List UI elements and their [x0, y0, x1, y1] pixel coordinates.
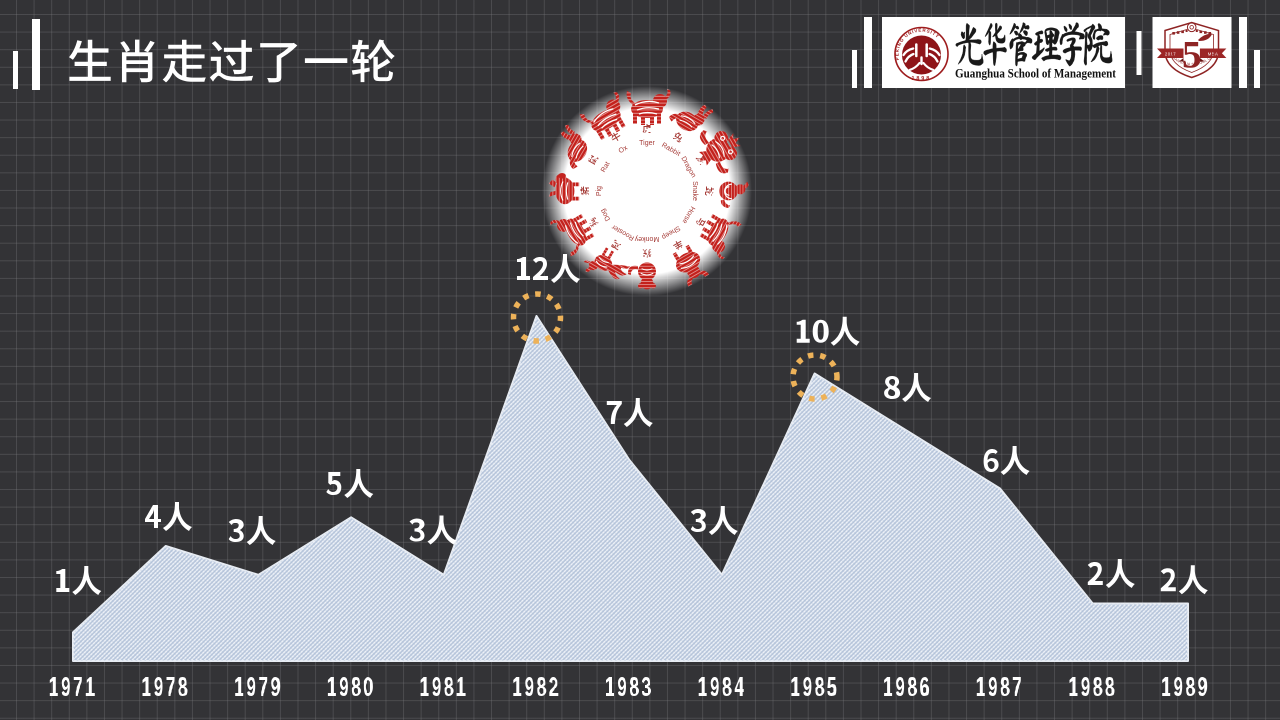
svg-text:Monkey: Monkey: [634, 235, 659, 242]
svg-text:MBA: MBA: [1208, 52, 1219, 57]
svg-text:2017: 2017: [1165, 52, 1176, 57]
svg-text:Tiger: Tiger: [639, 140, 655, 147]
svg-text:Snake: Snake: [691, 181, 698, 201]
svg-text:Rat: Rat: [600, 161, 612, 174]
svg-text:Pig: Pig: [596, 186, 603, 196]
svg-text:1898: 1898: [912, 76, 932, 82]
svg-text:Guanghua School of Management: Guanghua School of Management: [955, 67, 1117, 81]
svg-text:Ox: Ox: [618, 144, 630, 155]
svg-text:5: 5: [1182, 34, 1202, 77]
